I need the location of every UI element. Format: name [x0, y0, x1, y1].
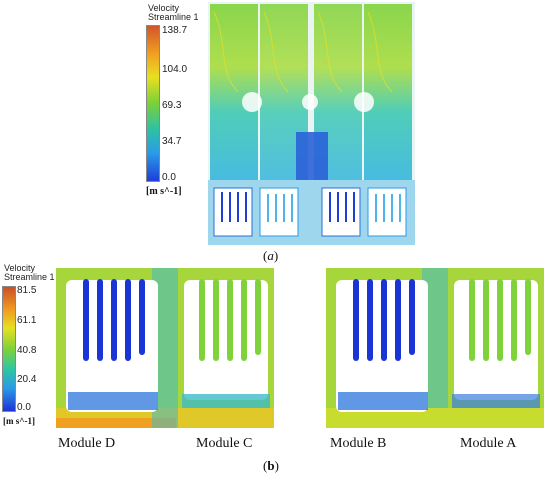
- legend-a-tick-3: 69.3: [162, 100, 182, 111]
- cfd-streamline-field-a: [208, 4, 415, 245]
- legend-a-tick-5: 0.0: [162, 172, 176, 183]
- module-label-a: Module A: [460, 436, 517, 451]
- legend-b-tick-3: 40.8: [17, 345, 37, 356]
- legend-b-tick-5: 0.0: [17, 402, 31, 413]
- legend-a-tick-2: 104.0: [162, 64, 188, 75]
- module-label-b: Module B: [330, 436, 387, 451]
- legend-a-unit: [m s^-1]: [146, 186, 182, 197]
- caption-b-letter: b: [267, 458, 275, 473]
- caption-a: (a): [263, 248, 279, 263]
- ghost-text-block: [0, 0, 200, 240]
- legend-b-tick-4: 20.4: [17, 374, 37, 385]
- legend-a-title-line1: Velocity: [148, 3, 180, 13]
- legend-a-title: Velocity Streamline 1: [148, 4, 199, 22]
- cfd-streamline-field-b-right: [326, 268, 544, 428]
- caption-a-letter: a: [267, 248, 274, 263]
- cfd-image-b-right: [326, 268, 544, 428]
- legend-b-title: Velocity Streamline 1: [4, 264, 55, 282]
- legend-b-tick-2: 61.1: [17, 315, 37, 326]
- legend-b-tick-1: 81.5: [17, 285, 37, 296]
- cfd-image-b-left: [56, 268, 274, 428]
- legend-b-title-line1: Velocity: [4, 263, 36, 273]
- module-label-c: Module C: [196, 436, 253, 451]
- legend-a-colorbar: [146, 25, 160, 182]
- legend-b-title-line2: Streamline 1: [4, 272, 55, 282]
- cfd-image-a: [208, 2, 415, 245]
- legend-a-tick-4: 34.7: [162, 136, 182, 147]
- cfd-streamline-field-b-left: [56, 268, 274, 428]
- legend-a-title-line2: Streamline 1: [148, 12, 199, 22]
- legend-b-colorbar: [2, 286, 16, 412]
- legend-b-unit: [m s^-1]: [3, 416, 35, 426]
- module-label-d: Module D: [58, 436, 116, 451]
- caption-b: (b): [263, 458, 279, 473]
- legend-a-tick-1: 138.7: [162, 25, 188, 36]
